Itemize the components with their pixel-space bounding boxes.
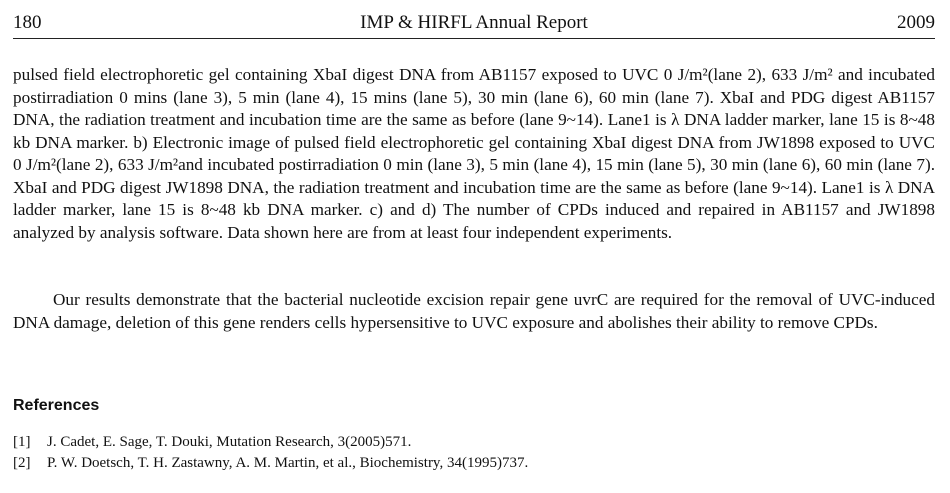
report-year: 2009 <box>897 12 935 33</box>
reference-text: P. W. Doetsch, T. H. Zastawny, A. M. Mar… <box>47 455 529 471</box>
figure-caption-paragraph: pulsed field electrophoretic gel contain… <box>13 65 935 242</box>
reference-number: [1] <box>13 434 31 450</box>
page-number: 180 <box>13 12 42 33</box>
reference-item: [2] P. W. Doetsch, T. H. Zastawny, A. M. … <box>13 453 935 474</box>
reference-number: [2] <box>13 455 31 471</box>
results-paragraph: Our results demonstrate that the bacteri… <box>13 290 935 332</box>
running-title: IMP & HIRFL Annual Report <box>360 12 588 33</box>
reference-text: J. Cadet, E. Sage, T. Douki, Mutation Re… <box>47 434 412 450</box>
reference-list: [1] J. Cadet, E. Sage, T. Douki, Mutation… <box>13 432 935 474</box>
references-heading: References <box>13 397 100 414</box>
reference-item: [1] J. Cadet, E. Sage, T. Douki, Mutation… <box>13 432 935 453</box>
page-header: 180 IMP & HIRFL Annual Report 2009 <box>13 8 935 39</box>
